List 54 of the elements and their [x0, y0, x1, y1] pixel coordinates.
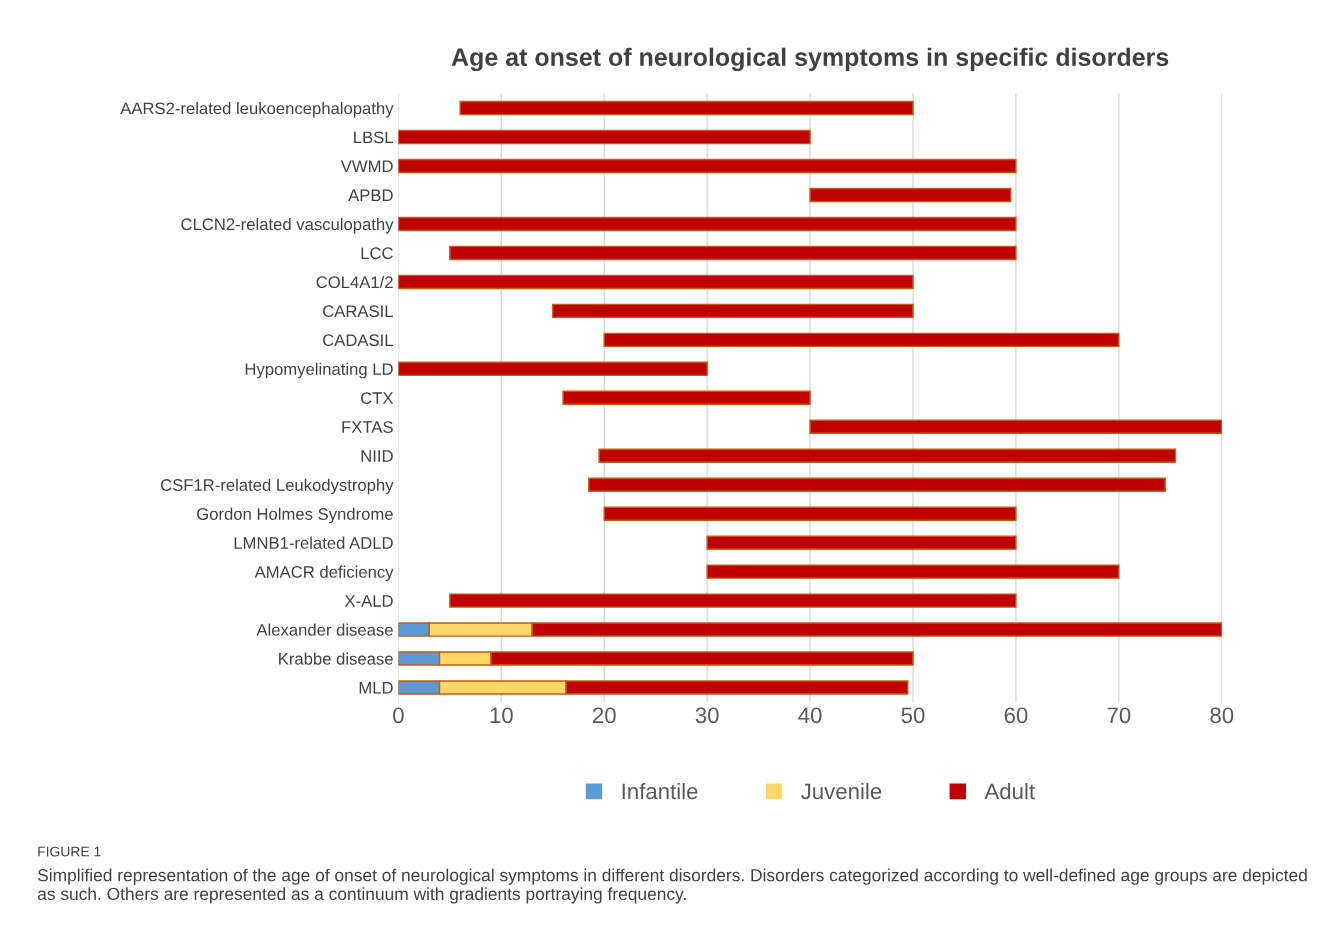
x-tick-label: 80: [1210, 707, 1234, 724]
bar: [398, 129, 811, 145]
bar: [809, 419, 1222, 434]
bar: [706, 564, 1120, 579]
legend-label: Adult: [984, 782, 1035, 800]
y-tick-label: CARASIL: [323, 305, 393, 318]
x-tick-label: 30: [695, 707, 719, 724]
y-tick-label: AMACR deficiency: [254, 565, 394, 582]
bar: [603, 332, 1120, 348]
y-tick-label: Alexander disease: [256, 623, 393, 636]
y-tick-label: Krabbe disease: [279, 652, 393, 665]
bar: [449, 593, 1017, 608]
y-tick-label: VWMD: [340, 160, 393, 173]
bar: [552, 303, 914, 319]
text: Simplified representation of the age of onset of neurological symptoms in different disorders. Disorders categorized according to well-defined age groups are depicted as such. Others are represented as a continuum with gradients portraying frequency.: [37, 868, 1307, 904]
y-tick-label: CTX: [361, 392, 394, 404]
bar: [459, 100, 914, 116]
bar: [809, 187, 1012, 203]
y-tick-label: CSF1R-related Leukodystrophy: [160, 478, 394, 495]
y-tick-label: CLCN2-related vasculopathy: [181, 217, 394, 234]
y-tick-label: NIID: [361, 450, 393, 462]
legend-label: Juvenile: [801, 782, 882, 800]
y-tick-label: APBD: [348, 189, 393, 202]
bar: [449, 245, 1017, 261]
bar: [706, 535, 1017, 550]
bar: [398, 274, 914, 290]
bar: [562, 390, 811, 406]
y-tick-label: FXTAS: [342, 421, 393, 433]
x-tick-label: 20: [593, 707, 616, 724]
x-tick-label: 0: [393, 707, 404, 724]
x-tick-label: 10: [490, 707, 513, 724]
caption: FIGURE 1: [38, 846, 101, 857]
y-tick-label: X-ALD: [344, 595, 393, 607]
bar: [398, 158, 1017, 174]
bar: [603, 506, 1017, 521]
y-tick-label: LMNB1-related ADLD: [234, 536, 393, 549]
y-tick-label: LBSL: [354, 131, 393, 144]
legend-label: Infantile: [622, 782, 698, 800]
bar: [598, 448, 1177, 463]
y-tick-label: Hypomyelinating LD: [245, 362, 393, 379]
x-tick-label: 60: [1004, 707, 1028, 724]
y-tick-label: AARS2-related leukoencephalopathy: [120, 102, 394, 118]
bar: [398, 361, 708, 377]
y-tick-label: LCC: [361, 247, 393, 260]
x-tick-label: 50: [901, 707, 925, 724]
bar: [588, 477, 1166, 492]
y-tick-label: CADASIL: [323, 334, 393, 347]
y-tick-label: MLD: [359, 682, 393, 694]
chart-title: Age at onset of neurological symptoms in specific disorders: [451, 47, 1169, 72]
y-tick-label: Gordon Holmes Syndrome: [197, 507, 393, 524]
x-tick-label: 40: [798, 707, 822, 724]
y-tick-label: COL4A1/2: [316, 275, 393, 289]
x-tick-label: 70: [1107, 707, 1131, 724]
bar: [398, 216, 1017, 232]
